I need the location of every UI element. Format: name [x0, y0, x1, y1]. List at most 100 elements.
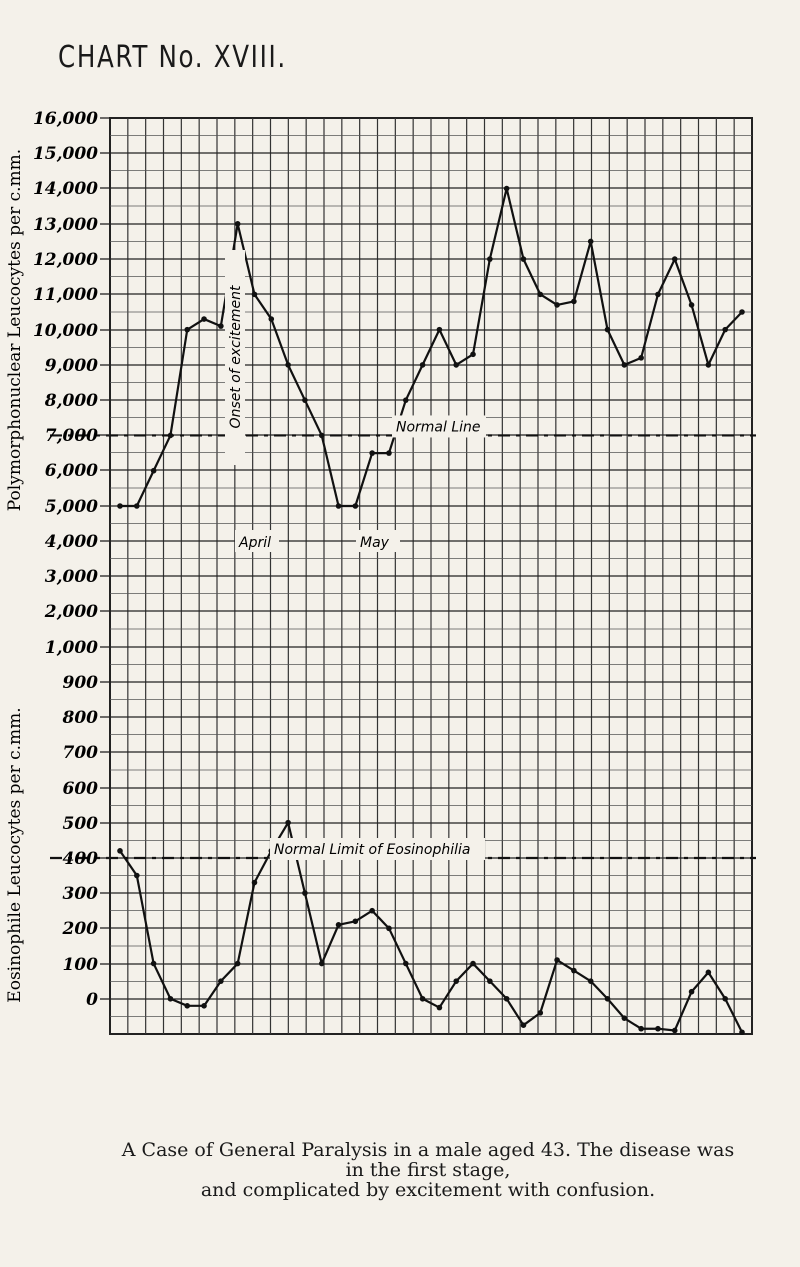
y-tick-label-polymorphonuclear: 11,000: [33, 285, 98, 305]
data-point-eosinophile: [419, 995, 426, 1002]
data-point-eosinophile: [571, 967, 577, 974]
data-point-polymorphonuclear: [335, 503, 342, 509]
y-tick-label-polymorphonuclear: 5,000: [45, 497, 98, 517]
y-tick-label-polymorphonuclear: 10,000: [33, 321, 98, 341]
data-point-eosinophile: [537, 1010, 544, 1016]
month-label: April: [238, 535, 271, 551]
data-point-polymorphonuclear: [352, 503, 359, 509]
data-point-eosinophile: [302, 890, 308, 896]
data-point-polymorphonuclear: [117, 503, 123, 509]
data-point-polymorphonuclear: [285, 362, 291, 368]
data-point-polymorphonuclear: [134, 503, 140, 509]
y-tick-label-polymorphonuclear: 13,000: [33, 215, 98, 235]
y-tick-label-polymorphonuclear: 8,000: [44, 391, 98, 411]
data-point-polymorphonuclear: [201, 316, 207, 322]
data-point-polymorphonuclear: [302, 397, 308, 403]
data-point-eosinophile: [554, 957, 560, 963]
data-point-eosinophile: [167, 995, 174, 1002]
data-point-eosinophile: [655, 1025, 661, 1032]
data-point-polymorphonuclear: [537, 291, 544, 298]
data-point-eosinophile: [520, 1022, 527, 1028]
data-point-polymorphonuclear: [386, 450, 392, 456]
y-tick-label-polymorphonuclear: 14,000: [33, 179, 98, 199]
data-point-polymorphonuclear: [705, 362, 712, 368]
data-point-eosinophile: [402, 960, 409, 967]
data-point-eosinophile: [487, 978, 493, 984]
y-tick-label-polymorphonuclear: 4,000: [45, 532, 98, 552]
y-tick-label-eosinophile: 100: [63, 955, 99, 975]
data-point-polymorphonuclear: [470, 351, 476, 358]
data-point-eosinophile: [386, 925, 392, 932]
data-point-eosinophile: [688, 988, 695, 995]
data-point-eosinophile: [722, 995, 728, 1002]
data-point-eosinophile: [739, 1029, 745, 1036]
data-point-polymorphonuclear: [503, 185, 510, 192]
data-point-eosinophile: [335, 922, 342, 928]
data-point-polymorphonuclear: [722, 326, 728, 333]
data-point-eosinophile: [604, 995, 611, 1002]
data-point-eosinophile: [671, 1027, 678, 1034]
data-point-polymorphonuclear: [268, 316, 275, 322]
month-label: May: [360, 535, 390, 551]
y-tick-label-eosinophile: 600: [63, 779, 99, 799]
y-tick-label-eosinophile: 0: [86, 990, 98, 1010]
data-point-eosinophile: [470, 960, 476, 967]
data-point-polymorphonuclear: [419, 362, 426, 368]
y-tick-label-polymorphonuclear: 16,000: [33, 109, 98, 129]
data-point-eosinophile: [251, 879, 258, 886]
data-point-eosinophile: [117, 848, 123, 854]
chart-title: CHART No. XVIII.: [58, 40, 287, 75]
data-point-polymorphonuclear: [150, 467, 157, 474]
y-tick-label-polymorphonuclear: 15,000: [33, 144, 98, 164]
data-point-polymorphonuclear: [554, 302, 560, 308]
y-tick-label-eosinophile: 300: [63, 884, 99, 904]
caption-line-1: A Case of General Paralysis in a male ag…: [121, 1139, 735, 1181]
series-line-polymorphonuclear: [120, 187, 743, 508]
data-point-eosinophile: [503, 995, 510, 1002]
y-axis-title-eosinophile: Eosinophile Leucocytes per c.mm.: [5, 707, 25, 1002]
y-tick-label-polymorphonuclear: 12,000: [33, 250, 98, 270]
data-point-eosinophile: [352, 918, 359, 925]
data-point-polymorphonuclear: [369, 450, 375, 456]
data-point-eosinophile: [453, 978, 460, 984]
data-point-eosinophile: [218, 978, 224, 984]
data-point-eosinophile: [705, 969, 712, 976]
data-point-eosinophile: [621, 1015, 628, 1021]
y-tick-label-eosinophile: 700: [63, 743, 99, 763]
series-line-eosinophile: [119, 821, 743, 1033]
data-point-eosinophile: [234, 960, 241, 967]
data-point-polymorphonuclear: [251, 291, 258, 298]
data-point-polymorphonuclear: [520, 256, 527, 262]
data-point-polymorphonuclear: [184, 326, 191, 333]
data-point-polymorphonuclear: [688, 302, 695, 308]
data-point-eosinophile: [436, 1004, 443, 1011]
data-point-eosinophile: [134, 872, 140, 879]
y-axis-title-polymorphonuclear: Polymorphonuclear Leucocytes per c.mm.: [5, 149, 25, 511]
normal-limit-label-bg: [270, 838, 485, 860]
y-tick-label-eosinophile: 500: [63, 814, 99, 834]
y-tick-label-polymorphonuclear: 3,000: [45, 567, 98, 587]
data-point-eosinophile: [150, 960, 157, 967]
data-point-polymorphonuclear: [671, 256, 678, 262]
y-tick-label-eosinophile: 900: [63, 673, 99, 693]
data-point-polymorphonuclear: [621, 362, 628, 368]
data-point-eosinophile: [184, 1003, 191, 1009]
axes-labels: 16,000 15,000 14,000 13,000 12,000 11,000 10,0…: [5, 109, 110, 1010]
month-label-bg: [235, 530, 279, 552]
data-point-eosinophile: [285, 819, 291, 826]
data-point-polymorphonuclear: [436, 326, 443, 333]
data-point-eosinophile: [201, 1003, 207, 1009]
data-point-eosinophile: [587, 978, 594, 984]
chart-caption: A Case of General Paralysis in a male ag…: [118, 1140, 738, 1200]
data-point-polymorphonuclear: [402, 397, 409, 403]
excitement-onset-label: Onset of excitement: [228, 285, 244, 428]
grid: [109, 117, 753, 1035]
y-tick-label-eosinophile: 400: [63, 849, 99, 869]
y-tick-label-eosinophile: 200: [62, 919, 99, 939]
series-lines: [117, 185, 745, 1036]
data-point-eosinophile: [638, 1025, 644, 1032]
data-point-polymorphonuclear: [234, 221, 241, 227]
data-point-polymorphonuclear: [318, 432, 325, 439]
excitement-label-bg: [225, 250, 245, 465]
